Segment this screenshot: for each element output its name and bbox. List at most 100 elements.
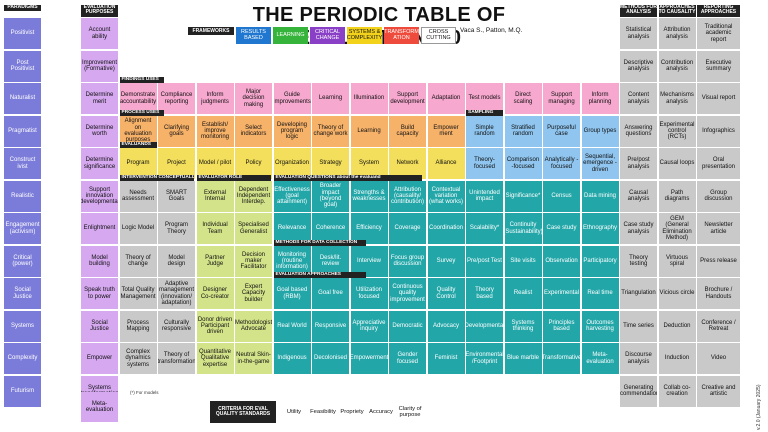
intervention-cell: Culturally responsive bbox=[158, 310, 195, 342]
reporting-cell: Executive summary bbox=[697, 50, 740, 82]
evaluation-approach-cell: Realist bbox=[504, 278, 542, 309]
evaluation-approach-cell: Democratic bbox=[389, 310, 426, 342]
intervention-cell: Adaptive management (innovation/ adaptat… bbox=[158, 278, 195, 309]
paradigm-cell: Post Positivist bbox=[4, 50, 41, 82]
evaluand-cell: Alliance bbox=[427, 148, 465, 179]
sampling-cell: Stratified random bbox=[504, 115, 542, 147]
evaluation-approach-cell: Goal free bbox=[312, 278, 349, 309]
reporting-cell: Newsletter article bbox=[697, 213, 740, 244]
purpose-cell: Account ability bbox=[81, 18, 118, 49]
evaluand-cell: Network bbox=[389, 148, 426, 179]
analysis-method-cell: Content analysis bbox=[620, 83, 657, 114]
data-collection-cell: Focus group discussion bbox=[389, 245, 426, 277]
criteria-item: Feasibility bbox=[310, 408, 336, 415]
purpose-cell: Speak truth to power bbox=[81, 278, 118, 309]
process-use-cell: Select indicators bbox=[235, 115, 272, 147]
intervention-cell: Total Quality Management bbox=[119, 278, 157, 309]
causality-cell: Mechanisms analysis bbox=[658, 83, 696, 114]
intervention-cell: Needs assessment bbox=[119, 180, 157, 212]
evaluation-question-cell: Contextual variation (what works) bbox=[427, 180, 465, 212]
analysis-method-cell: Generating recommendations bbox=[620, 375, 657, 407]
sampling-cell: Theory-focused bbox=[466, 148, 503, 179]
causality-cell: Vicious circle bbox=[658, 278, 696, 309]
reporting-cell: Group discussion bbox=[697, 180, 740, 212]
evaluator-role-cell: Donor driven Participant driven bbox=[196, 310, 234, 342]
causality-cell: Collab co-creation bbox=[658, 375, 696, 407]
evaluator-role-cell: Designer Co-creator bbox=[196, 278, 234, 309]
paradigm-cell: Systems bbox=[4, 310, 41, 342]
evaluation-approach-cell: Goal based (RBM) bbox=[273, 278, 311, 309]
analysis-method-cell: Theory testing bbox=[620, 245, 657, 277]
evaluand-cell: Model / pilot bbox=[196, 148, 234, 179]
methods-analysis-header: METHODS FOR ANALYSIS bbox=[620, 5, 657, 17]
paradigm-cell: Engagement (activism) bbox=[4, 213, 41, 244]
intervention-cell: Complex dynamics systems bbox=[119, 343, 157, 374]
evaluation-question-cell: Coverage bbox=[389, 213, 426, 244]
findings-use-cell: Direct scaling bbox=[504, 83, 542, 114]
paradigm-cell: Critical (power) bbox=[4, 245, 41, 277]
causality-cell: Virtuous spiral bbox=[658, 245, 696, 277]
evaluation-approach-cell: Indigenous bbox=[273, 343, 311, 374]
causality-cell: Causal loops bbox=[658, 148, 696, 179]
causality-cell: Induction bbox=[658, 343, 696, 374]
findings-use-cell: Inform planning bbox=[581, 83, 619, 114]
criteria-item: Utility bbox=[286, 408, 302, 415]
purpose-cell: Support innovation (developmental) bbox=[81, 180, 118, 212]
evaluation-approach-cell: Decolonised bbox=[312, 343, 349, 374]
evaluator-role-cell: Quantitative Qualitative expertise bbox=[196, 343, 234, 374]
findings-use-cell: Demonstrate accountability bbox=[119, 83, 157, 114]
paradigm-cell: Realistic bbox=[4, 180, 41, 212]
causality-cell: Contribution analysis bbox=[658, 50, 696, 82]
data-collection-cell: Census bbox=[543, 180, 580, 212]
evaluator-role-cell: Expert Capacity builder bbox=[235, 278, 272, 309]
evaluation-question-cell: Continuity (Sustainability) bbox=[504, 213, 542, 244]
findings-use-cell: Adaptation bbox=[427, 83, 465, 114]
intervention-cell: Theory of change bbox=[119, 245, 157, 277]
analysis-method-cell: Case study analysis bbox=[620, 213, 657, 244]
process-use-cell: Build capacity bbox=[389, 115, 426, 147]
evaluation-approach-cell: Empowerment bbox=[350, 343, 388, 374]
intervention-cell: Theory of transformation bbox=[158, 343, 195, 374]
analysis-method-cell: Pre/post analysis bbox=[620, 148, 657, 179]
evaluation-approach-cell: Meta-evaluation bbox=[581, 343, 619, 374]
purpose-cell: Determine significance bbox=[81, 148, 118, 179]
findings-use-cell: Support development bbox=[389, 83, 426, 114]
data-collection-cell: Case study bbox=[543, 213, 580, 244]
paradigm-cell: Social Justice bbox=[4, 278, 41, 309]
evaluation-approach-cell: Real World bbox=[273, 310, 311, 342]
evaluation-question-cell: Effectiveness (goal attainment) bbox=[273, 180, 311, 212]
sampling-cell: Comparison -focused bbox=[504, 148, 542, 179]
sampling-cell: Purposeful case bbox=[543, 115, 580, 147]
evaluand-cell: Policy bbox=[235, 148, 272, 179]
framework-learning: LEARNING bbox=[273, 27, 308, 44]
evaluation-question-cell: Coherence bbox=[312, 213, 349, 244]
paradigm-cell: Positivist bbox=[4, 18, 41, 49]
intervention-cell: SMART Goals bbox=[158, 180, 195, 212]
evaluator-role-cell: Methodologist Advocate bbox=[235, 310, 272, 342]
data-collection-cell: Pre/post Test bbox=[466, 245, 503, 277]
evaluation-questions-band: EVALUATION QUESTIONS about the evaluand bbox=[273, 174, 422, 181]
findings-use-cell: Illumination bbox=[350, 83, 388, 114]
frameworks-label: FRAMEWORKS bbox=[188, 27, 234, 35]
causality-cell: Deduction bbox=[658, 310, 696, 342]
reporting-cell: Traditional academic report bbox=[697, 18, 740, 49]
framework-transform-ation: TRANSFORM ATION bbox=[384, 27, 419, 44]
process-use-cell: Establish/ improve monitoring bbox=[196, 115, 234, 147]
analysis-method-cell: Time series bbox=[620, 310, 657, 342]
evaluation-question-cell: Significance* bbox=[504, 180, 542, 212]
purposes-header: EVALUATION PURPOSES bbox=[81, 5, 118, 17]
version-label: v.2.0 (January 2025) bbox=[756, 384, 762, 431]
evaluation-question-cell: Unintended impact bbox=[466, 180, 503, 212]
analysis-method-cell: Descriptive analysis bbox=[620, 50, 657, 82]
intervention-cell: Program Theory bbox=[158, 213, 195, 244]
sampling-cell: Sequential, emergence -driven bbox=[581, 148, 619, 179]
paradigm-cell: Pragmatist bbox=[4, 115, 41, 147]
sampling-cell: Analytically -focused bbox=[543, 148, 580, 179]
data-collection-cell: Ethnography bbox=[581, 213, 619, 244]
evaluand-cell: Project bbox=[158, 148, 195, 179]
evaluation-question-cell: Relevance bbox=[273, 213, 311, 244]
process-use-cell: Clarifying goals bbox=[158, 115, 195, 147]
process-uses-band: PROCESS USES bbox=[119, 109, 164, 116]
findings-use-cell: Support managing bbox=[543, 83, 580, 114]
